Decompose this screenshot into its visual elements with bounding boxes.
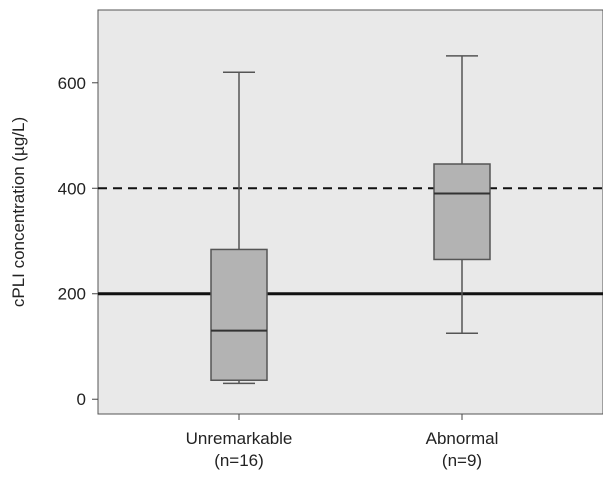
y-tick-label: 600 [58,74,86,93]
x-axis: Unremarkable (n=16) Abnormal (n=9) [186,414,499,470]
y-tick-label: 0 [77,390,86,409]
y-tick-label: 200 [58,285,86,304]
x-category-count: (n=16) [214,451,264,470]
y-axis-title: cPLI concentration (µg/L) [9,117,28,307]
plot-area-background [97,9,603,415]
x-category-label: Abnormal [426,429,499,448]
box-abnormal [433,55,491,335]
y-tick-label: 400 [58,179,86,198]
box-series [210,55,491,385]
iqr-box [210,248,268,381]
x-category-count: (n=9) [442,451,482,470]
x-category-label: Unremarkable [186,429,293,448]
reference-lines [98,187,603,296]
iqr-box [433,163,491,261]
y-axis: 0 200 400 600 [58,74,98,409]
box-unremarkable [210,71,268,385]
